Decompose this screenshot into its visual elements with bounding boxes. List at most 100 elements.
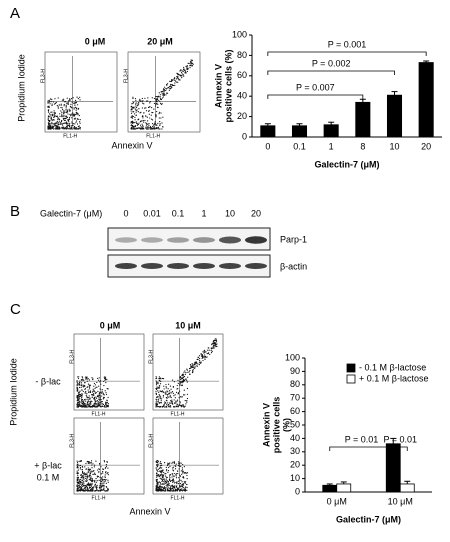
event-dot bbox=[105, 381, 107, 384]
event-dot bbox=[179, 377, 181, 379]
event-dot bbox=[166, 490, 168, 492]
event-dot bbox=[172, 385, 175, 388]
event-dot bbox=[182, 485, 184, 487]
event-dot bbox=[151, 122, 154, 125]
event-dot bbox=[60, 123, 62, 125]
event-dot bbox=[174, 79, 176, 81]
event-dot bbox=[165, 386, 167, 388]
event-dot bbox=[175, 473, 177, 475]
event-dot bbox=[92, 470, 94, 472]
event-dot bbox=[91, 483, 94, 485]
event-dot bbox=[56, 127, 58, 130]
event-dot bbox=[57, 117, 59, 119]
event-dot bbox=[168, 484, 170, 486]
event-dot bbox=[59, 113, 61, 115]
event-dot bbox=[52, 125, 54, 127]
event-dot bbox=[162, 488, 164, 490]
event-dot bbox=[215, 341, 218, 343]
event-dot bbox=[104, 390, 106, 392]
event-dot bbox=[159, 484, 161, 486]
event-dot bbox=[158, 391, 160, 393]
event-dot bbox=[54, 98, 56, 100]
event-dot bbox=[79, 488, 81, 490]
event-dot bbox=[97, 396, 100, 398]
event-dot bbox=[95, 488, 98, 490]
event-dot bbox=[86, 403, 88, 405]
event-dot bbox=[107, 403, 110, 405]
event-dot bbox=[91, 377, 93, 379]
event-dot bbox=[186, 381, 188, 383]
event-dot bbox=[97, 405, 99, 408]
event-dot bbox=[74, 99, 77, 102]
event-dot bbox=[99, 396, 101, 398]
event-dot bbox=[179, 74, 181, 76]
event-dot bbox=[185, 486, 187, 488]
event-dot bbox=[83, 479, 85, 481]
x-tick-label: 1 bbox=[329, 141, 334, 151]
event-dot bbox=[70, 127, 72, 129]
event-dot bbox=[190, 61, 192, 64]
event-dot bbox=[90, 477, 92, 479]
event-dot bbox=[179, 475, 182, 477]
event-dot bbox=[195, 363, 197, 365]
event-dot bbox=[164, 473, 166, 475]
event-dot bbox=[48, 128, 50, 130]
event-dot bbox=[85, 480, 87, 482]
event-dot bbox=[183, 375, 186, 378]
event-dot bbox=[94, 400, 96, 402]
event-dot bbox=[53, 103, 56, 105]
event-dot bbox=[179, 404, 181, 406]
event-dot bbox=[80, 489, 82, 491]
event-dot bbox=[177, 379, 179, 381]
event-dot bbox=[185, 372, 187, 374]
event-dot bbox=[154, 122, 156, 124]
event-dot bbox=[175, 405, 177, 407]
event-dot bbox=[73, 127, 75, 129]
blot-band bbox=[193, 263, 215, 269]
event-dot bbox=[78, 381, 81, 384]
event-dot bbox=[87, 383, 90, 385]
event-dot bbox=[101, 477, 103, 479]
event-dot bbox=[82, 390, 84, 393]
event-dot bbox=[104, 403, 107, 405]
event-dot bbox=[144, 107, 146, 109]
y-tick-label: 0 bbox=[242, 131, 247, 141]
event-dot bbox=[209, 353, 211, 355]
y-tick-label: 40 bbox=[237, 91, 247, 101]
event-dot bbox=[107, 467, 109, 469]
event-dot bbox=[94, 384, 96, 386]
event-dot bbox=[169, 490, 172, 492]
event-dot bbox=[168, 402, 171, 404]
event-dot bbox=[101, 483, 103, 485]
event-dot bbox=[168, 89, 170, 91]
event-dot bbox=[86, 386, 88, 388]
event-dot bbox=[170, 488, 172, 490]
event-dot bbox=[102, 472, 104, 474]
event-dot bbox=[159, 394, 161, 396]
event-dot bbox=[149, 126, 152, 129]
event-dot bbox=[99, 485, 101, 487]
event-dot bbox=[174, 82, 176, 84]
event-dot bbox=[140, 100, 142, 102]
event-dot bbox=[103, 384, 105, 387]
event-dot bbox=[99, 489, 102, 491]
event-dot bbox=[164, 480, 166, 482]
event-dot bbox=[63, 104, 65, 106]
plot-frame bbox=[73, 417, 145, 495]
event-dot bbox=[107, 474, 109, 476]
event-dot bbox=[93, 486, 95, 488]
event-dot bbox=[81, 469, 83, 471]
event-dot bbox=[106, 399, 108, 401]
event-dot bbox=[159, 398, 162, 400]
event-dot bbox=[89, 490, 91, 492]
event-dot bbox=[174, 468, 177, 470]
event-dot bbox=[88, 384, 90, 386]
event-dot bbox=[81, 385, 83, 387]
event-dot bbox=[157, 488, 159, 491]
plot-frame bbox=[73, 333, 145, 411]
event-dot bbox=[183, 378, 185, 381]
event-dot bbox=[173, 486, 175, 488]
event-dot bbox=[76, 481, 79, 484]
event-dot bbox=[85, 390, 87, 393]
event-dot bbox=[57, 107, 59, 109]
